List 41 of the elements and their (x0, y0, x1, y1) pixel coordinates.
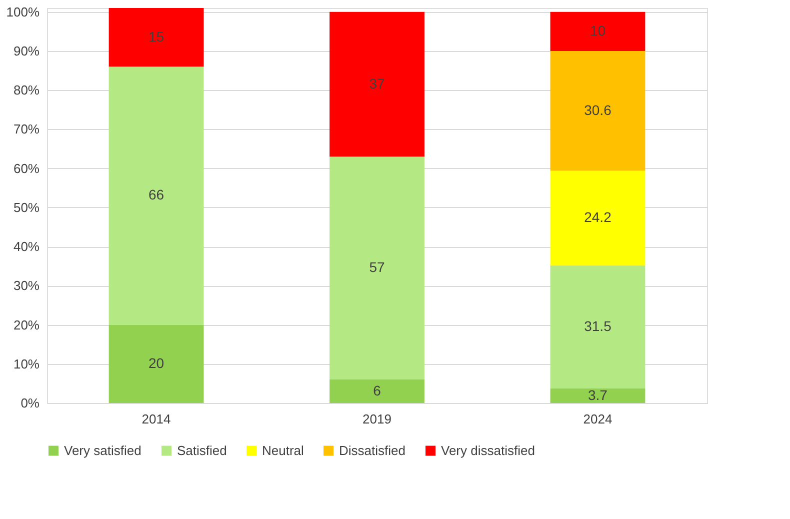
y-tick-label: 60% (13, 160, 40, 176)
bar (108, 66, 204, 325)
data-label: 37 (369, 75, 385, 92)
legend-label: Neutral (262, 442, 304, 458)
y-tick-label: 100% (6, 4, 40, 20)
y-tick-label: 0% (20, 396, 40, 410)
data-label: 30.6 (584, 102, 612, 118)
bar (550, 170, 646, 266)
data-label: 10 (590, 22, 606, 38)
data-label: 24.2 (584, 209, 612, 226)
legend-label: Very dissatisfied (441, 442, 535, 458)
data-label: 66 (148, 186, 164, 203)
bar (550, 12, 646, 52)
x-tick-label: 2014 (142, 412, 171, 426)
y-tick-label: 80% (13, 82, 40, 98)
data-label: 15 (148, 28, 164, 44)
legend-label: Very satisfied (64, 442, 142, 458)
x-tick-label: 2019 (362, 412, 392, 426)
y-tick-label: 90% (13, 44, 40, 59)
data-label: 20 (148, 354, 164, 371)
y-tick-label: 70% (13, 122, 40, 137)
y-tick-label: 30% (13, 278, 40, 294)
bar (550, 51, 646, 171)
legend-label: Dissatisfied (339, 442, 406, 458)
bar (108, 8, 204, 67)
data-label: 57 (369, 259, 385, 276)
data-label: 6 (373, 382, 382, 398)
data-label: 31.5 (584, 318, 612, 334)
bar (330, 12, 424, 157)
bar (330, 380, 424, 403)
data-label: 3.7 (588, 386, 608, 403)
bar (550, 388, 646, 403)
y-tick-label: 20% (13, 317, 40, 332)
y-tick-label: 40% (13, 239, 40, 254)
legend-label: Satisfied (177, 442, 227, 458)
bar (550, 265, 646, 389)
x-tick-label: 2024 (583, 412, 612, 426)
y-tick-label: 10% (13, 356, 40, 372)
bar (330, 156, 424, 380)
y-tick-label: 50% (13, 200, 40, 215)
bar (108, 324, 204, 403)
